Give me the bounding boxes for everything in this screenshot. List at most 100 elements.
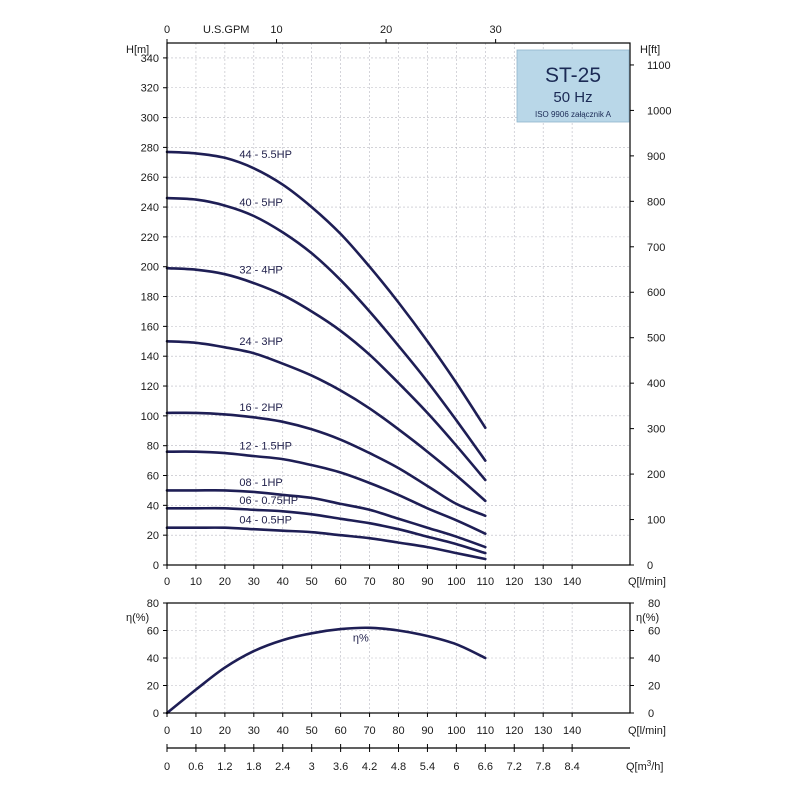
y-right-tick-label: 300 xyxy=(647,424,665,436)
series-label: 44 - 5.5HP xyxy=(239,149,292,161)
y-tick-label: 40 xyxy=(147,500,159,512)
x-tick-label: 80 xyxy=(392,576,404,588)
x-tick-label: 140 xyxy=(563,576,581,588)
eff-y-tick-label: 0 xyxy=(153,708,159,720)
y-right-tick-label: 700 xyxy=(647,242,665,254)
eff-x-tick-label: 40 xyxy=(277,725,289,737)
m3h-tick-label: 8.4 xyxy=(564,761,579,773)
x-tick-label: 70 xyxy=(363,576,375,588)
eff-x-tick-label: 50 xyxy=(306,725,318,737)
eff-y-right-tick-label: 20 xyxy=(648,681,660,693)
y-tick-label: 260 xyxy=(141,172,159,184)
x-top-tick-label: 0 xyxy=(164,24,170,36)
eff-x-tick-label: 30 xyxy=(248,725,260,737)
main-grid xyxy=(167,43,630,565)
x-tick-label: 40 xyxy=(277,576,289,588)
model-box-background xyxy=(516,49,630,123)
m3h-tick-label: 0 xyxy=(164,761,170,773)
eff-y-right-tick-label: 60 xyxy=(648,626,660,638)
head-curve-series-5 xyxy=(165,450,487,535)
x-tick-label: 120 xyxy=(505,576,523,588)
m3h-tick-label: 7.8 xyxy=(536,761,551,773)
eff-x-tick-label: 110 xyxy=(477,725,495,737)
m3h-tick-label: 4.8 xyxy=(391,761,406,773)
series-label: 24 - 3HP xyxy=(239,336,282,348)
x-tick-label: 10 xyxy=(190,576,202,588)
y-tick-label: 160 xyxy=(141,321,159,333)
series-label: 08 - 1HP xyxy=(239,477,282,489)
y-tick-label: 220 xyxy=(141,232,159,244)
eff-x-tick-label: 90 xyxy=(421,725,433,737)
head-curve-series-2 xyxy=(165,266,487,482)
m3h-tick-label: 5.4 xyxy=(420,761,435,773)
y-tick-label: 340 xyxy=(141,53,159,65)
y-tick-label: 20 xyxy=(147,530,159,542)
y-tick-label: 0 xyxy=(153,560,159,572)
head-curve-series-1 xyxy=(165,196,487,462)
eff-y-axis-label-right: η(%) xyxy=(636,612,659,624)
eff-x-tick-label: 100 xyxy=(447,725,465,737)
y-tick-label: 60 xyxy=(147,471,159,483)
x-top-tick-label: 20 xyxy=(380,24,392,36)
y-tick-label: 240 xyxy=(141,202,159,214)
m3h-tick-label: 3.6 xyxy=(333,761,348,773)
eff-x-tick-label: 0 xyxy=(164,725,170,737)
eff-y-tick-label: 20 xyxy=(147,681,159,693)
series-label: 04 - 0.5HP xyxy=(239,514,292,526)
m3h-tick-label: 3 xyxy=(309,761,315,773)
head-curve-series-0 xyxy=(165,150,487,430)
y-tick-label: 200 xyxy=(141,262,159,274)
axis-ticks: 0204060801001201401601802002202402602803… xyxy=(141,24,672,773)
y-right-tick-label: 0 xyxy=(647,560,653,572)
m3h-tick-label: 1.8 xyxy=(246,761,261,773)
x-tick-label: 100 xyxy=(447,576,465,588)
series-label: 12 - 1.5HP xyxy=(239,441,292,453)
head-curve-series-4 xyxy=(165,411,487,518)
head-curves: 44 - 5.5HP 40 - 5HP 32 - 4HP 24 - 3HP 16 - 2… xyxy=(165,149,487,561)
m3h-tick-label: 6.6 xyxy=(478,761,493,773)
x-tick-label: 110 xyxy=(477,576,495,588)
eff-x-tick-label: 120 xyxy=(505,725,523,737)
y-right-tick-label: 800 xyxy=(647,196,665,208)
eff-y-right-tick-label: 40 xyxy=(648,653,660,665)
y-right-tick-label: 400 xyxy=(647,378,665,390)
eff-y-tick-label: 40 xyxy=(147,653,159,665)
m3h-tick-label: 2.4 xyxy=(275,761,290,773)
x-tick-label: 20 xyxy=(219,576,231,588)
eff-x-tick-label: 20 xyxy=(219,725,231,737)
model-name: ST-25 xyxy=(545,64,601,87)
m3h-tick-label: 4.2 xyxy=(362,761,377,773)
series-label: 32 - 4HP xyxy=(239,265,282,277)
eff-x-tick-label: 70 xyxy=(363,725,375,737)
series-label: 40 - 5HP xyxy=(239,197,282,209)
x-top-tick-label: 10 xyxy=(270,24,282,36)
m3h-tick-label: 0.6 xyxy=(188,761,203,773)
eff-x-tick-label: 10 xyxy=(190,725,202,737)
model-standard: ISO 9906 załącznik A xyxy=(535,110,612,119)
m3h-tick-label: 1.2 xyxy=(217,761,232,773)
y-axis-label-right: H[ft] xyxy=(640,44,660,56)
y-tick-label: 280 xyxy=(141,142,159,154)
head-curve-series-6 xyxy=(165,489,487,549)
eff-x-tick-label: 80 xyxy=(392,725,404,737)
eff-y-right-tick-label: 0 xyxy=(648,708,654,720)
eff-y-tick-label: 80 xyxy=(147,598,159,610)
x-tick-label: 30 xyxy=(248,576,260,588)
y-tick-label: 180 xyxy=(141,292,159,304)
x-tick-label: 60 xyxy=(335,576,347,588)
series-label: 06 - 0.75HP xyxy=(239,495,298,507)
model-box: ST-25 50 Hz ISO 9906 załącznik A xyxy=(516,49,630,123)
m3h-axis-label: Q[m3/h] xyxy=(626,759,663,773)
model-frequency: 50 Hz xyxy=(553,89,592,106)
head-curve-series-3 xyxy=(165,340,487,503)
x-tick-label: 90 xyxy=(421,576,433,588)
efficiency-grid xyxy=(167,603,630,713)
efficiency-curves: η% xyxy=(165,626,487,715)
y-right-tick-label: 900 xyxy=(647,151,665,163)
y-tick-label: 80 xyxy=(147,441,159,453)
y-right-tick-label: 1100 xyxy=(647,60,671,72)
eff-x-tick-label: 60 xyxy=(335,725,347,737)
m3h-tick-label: 7.2 xyxy=(507,761,522,773)
series-label: 16 - 2HP xyxy=(239,402,282,414)
